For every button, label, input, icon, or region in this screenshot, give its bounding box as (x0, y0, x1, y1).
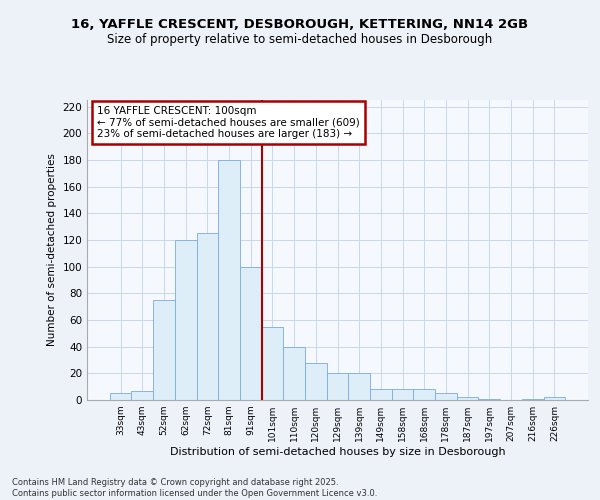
X-axis label: Distribution of semi-detached houses by size in Desborough: Distribution of semi-detached houses by … (170, 447, 505, 457)
Bar (110, 394, 131, 400)
Bar (131, 390, 153, 400)
Bar (218, 160, 240, 400)
Bar (435, 394, 457, 400)
Bar (349, 374, 370, 400)
Bar (240, 266, 262, 400)
Bar (522, 398, 544, 400)
Bar (413, 390, 435, 400)
Bar (262, 326, 283, 400)
Text: 16 YAFFLE CRESCENT: 100sqm
← 77% of semi-detached houses are smaller (609)
23% o: 16 YAFFLE CRESCENT: 100sqm ← 77% of semi… (97, 106, 360, 139)
Bar (305, 362, 326, 400)
Text: Size of property relative to semi-detached houses in Desborough: Size of property relative to semi-detach… (107, 32, 493, 46)
Bar (392, 390, 413, 400)
Bar (544, 398, 565, 400)
Y-axis label: Number of semi-detached properties: Number of semi-detached properties (47, 154, 57, 346)
Text: Contains HM Land Registry data © Crown copyright and database right 2025.
Contai: Contains HM Land Registry data © Crown c… (12, 478, 377, 498)
Bar (457, 398, 478, 400)
Text: 16, YAFFLE CRESCENT, DESBOROUGH, KETTERING, NN14 2GB: 16, YAFFLE CRESCENT, DESBOROUGH, KETTERI… (71, 18, 529, 30)
Bar (175, 240, 197, 400)
Bar (326, 374, 349, 400)
Bar (478, 398, 500, 400)
Bar (283, 346, 305, 400)
Bar (370, 390, 392, 400)
Bar (197, 234, 218, 400)
Bar (153, 300, 175, 400)
